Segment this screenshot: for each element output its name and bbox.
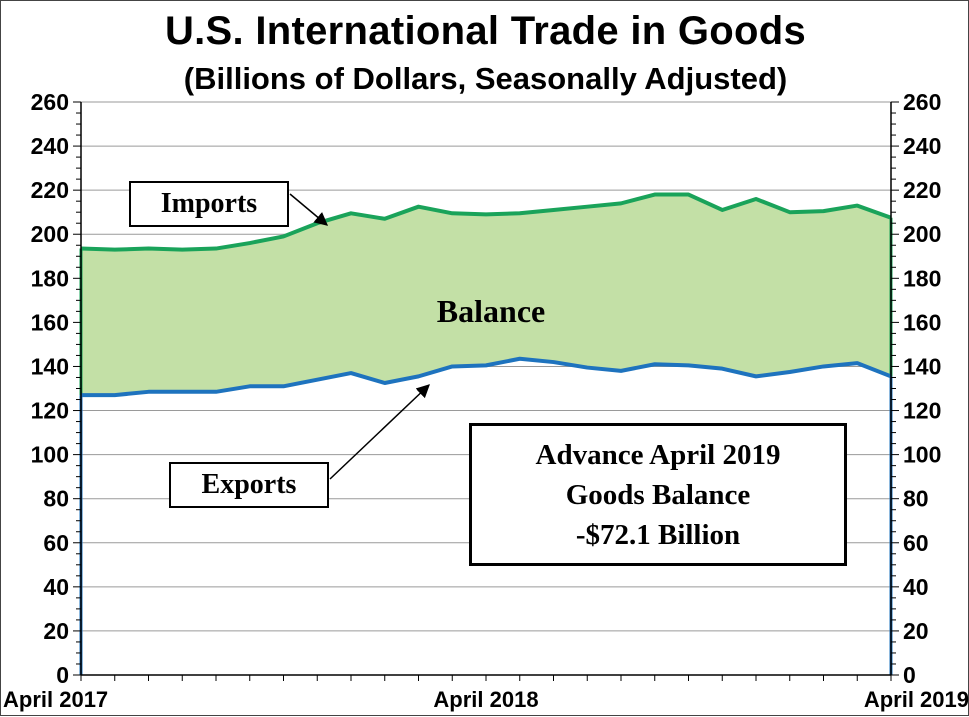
y-tick-label-left: 40: [43, 574, 69, 600]
y-tick-label-right: 120: [903, 398, 941, 424]
imports-label: Imports: [129, 181, 289, 227]
x-tick-label: April 2019: [864, 687, 969, 712]
y-tick-label-left: 180: [31, 265, 69, 291]
y-tick-label-right: 180: [903, 265, 941, 291]
y-tick-label-right: 40: [903, 574, 929, 600]
y-tick-label-right: 200: [903, 221, 941, 247]
y-tick-label-right: 260: [903, 89, 941, 115]
x-tick-label: April 2017: [3, 687, 108, 712]
y-tick-label-left: 240: [31, 133, 69, 159]
advance-annotation-box: Advance April 2019 Goods Balance -$72.1 …: [469, 423, 847, 566]
y-tick-label-right: 140: [903, 353, 941, 379]
y-tick-label-right: 160: [903, 309, 941, 335]
imports-arrow: [290, 194, 327, 225]
exports-arrow: [330, 385, 429, 479]
y-tick-label-left: 100: [31, 442, 69, 468]
y-tick-label-right: 220: [903, 177, 941, 203]
y-tick-label-left: 140: [31, 353, 69, 379]
x-tick-label: April 2018: [433, 687, 538, 712]
y-tick-label-right: 20: [903, 618, 929, 644]
y-tick-label-right: 0: [903, 662, 916, 688]
y-tick-label-right: 100: [903, 442, 941, 468]
y-tick-label-left: 260: [31, 89, 69, 115]
y-tick-label-left: 80: [43, 486, 69, 512]
annotation-line-2: Goods Balance: [566, 475, 751, 515]
y-tick-label-right: 80: [903, 486, 929, 512]
balance-label: Balance: [411, 293, 571, 330]
y-tick-label-left: 0: [56, 662, 69, 688]
annotation-line-3: -$72.1 Billion: [576, 515, 740, 555]
y-tick-label-right: 240: [903, 133, 941, 159]
annotation-line-1: Advance April 2019: [536, 435, 781, 475]
y-tick-label-left: 20: [43, 618, 69, 644]
y-tick-label-left: 120: [31, 398, 69, 424]
y-tick-label-left: 160: [31, 309, 69, 335]
y-tick-label-left: 220: [31, 177, 69, 203]
exports-label: Exports: [169, 462, 329, 508]
y-tick-label-left: 60: [43, 530, 69, 556]
y-tick-label-left: 200: [31, 221, 69, 247]
y-tick-label-right: 60: [903, 530, 929, 556]
